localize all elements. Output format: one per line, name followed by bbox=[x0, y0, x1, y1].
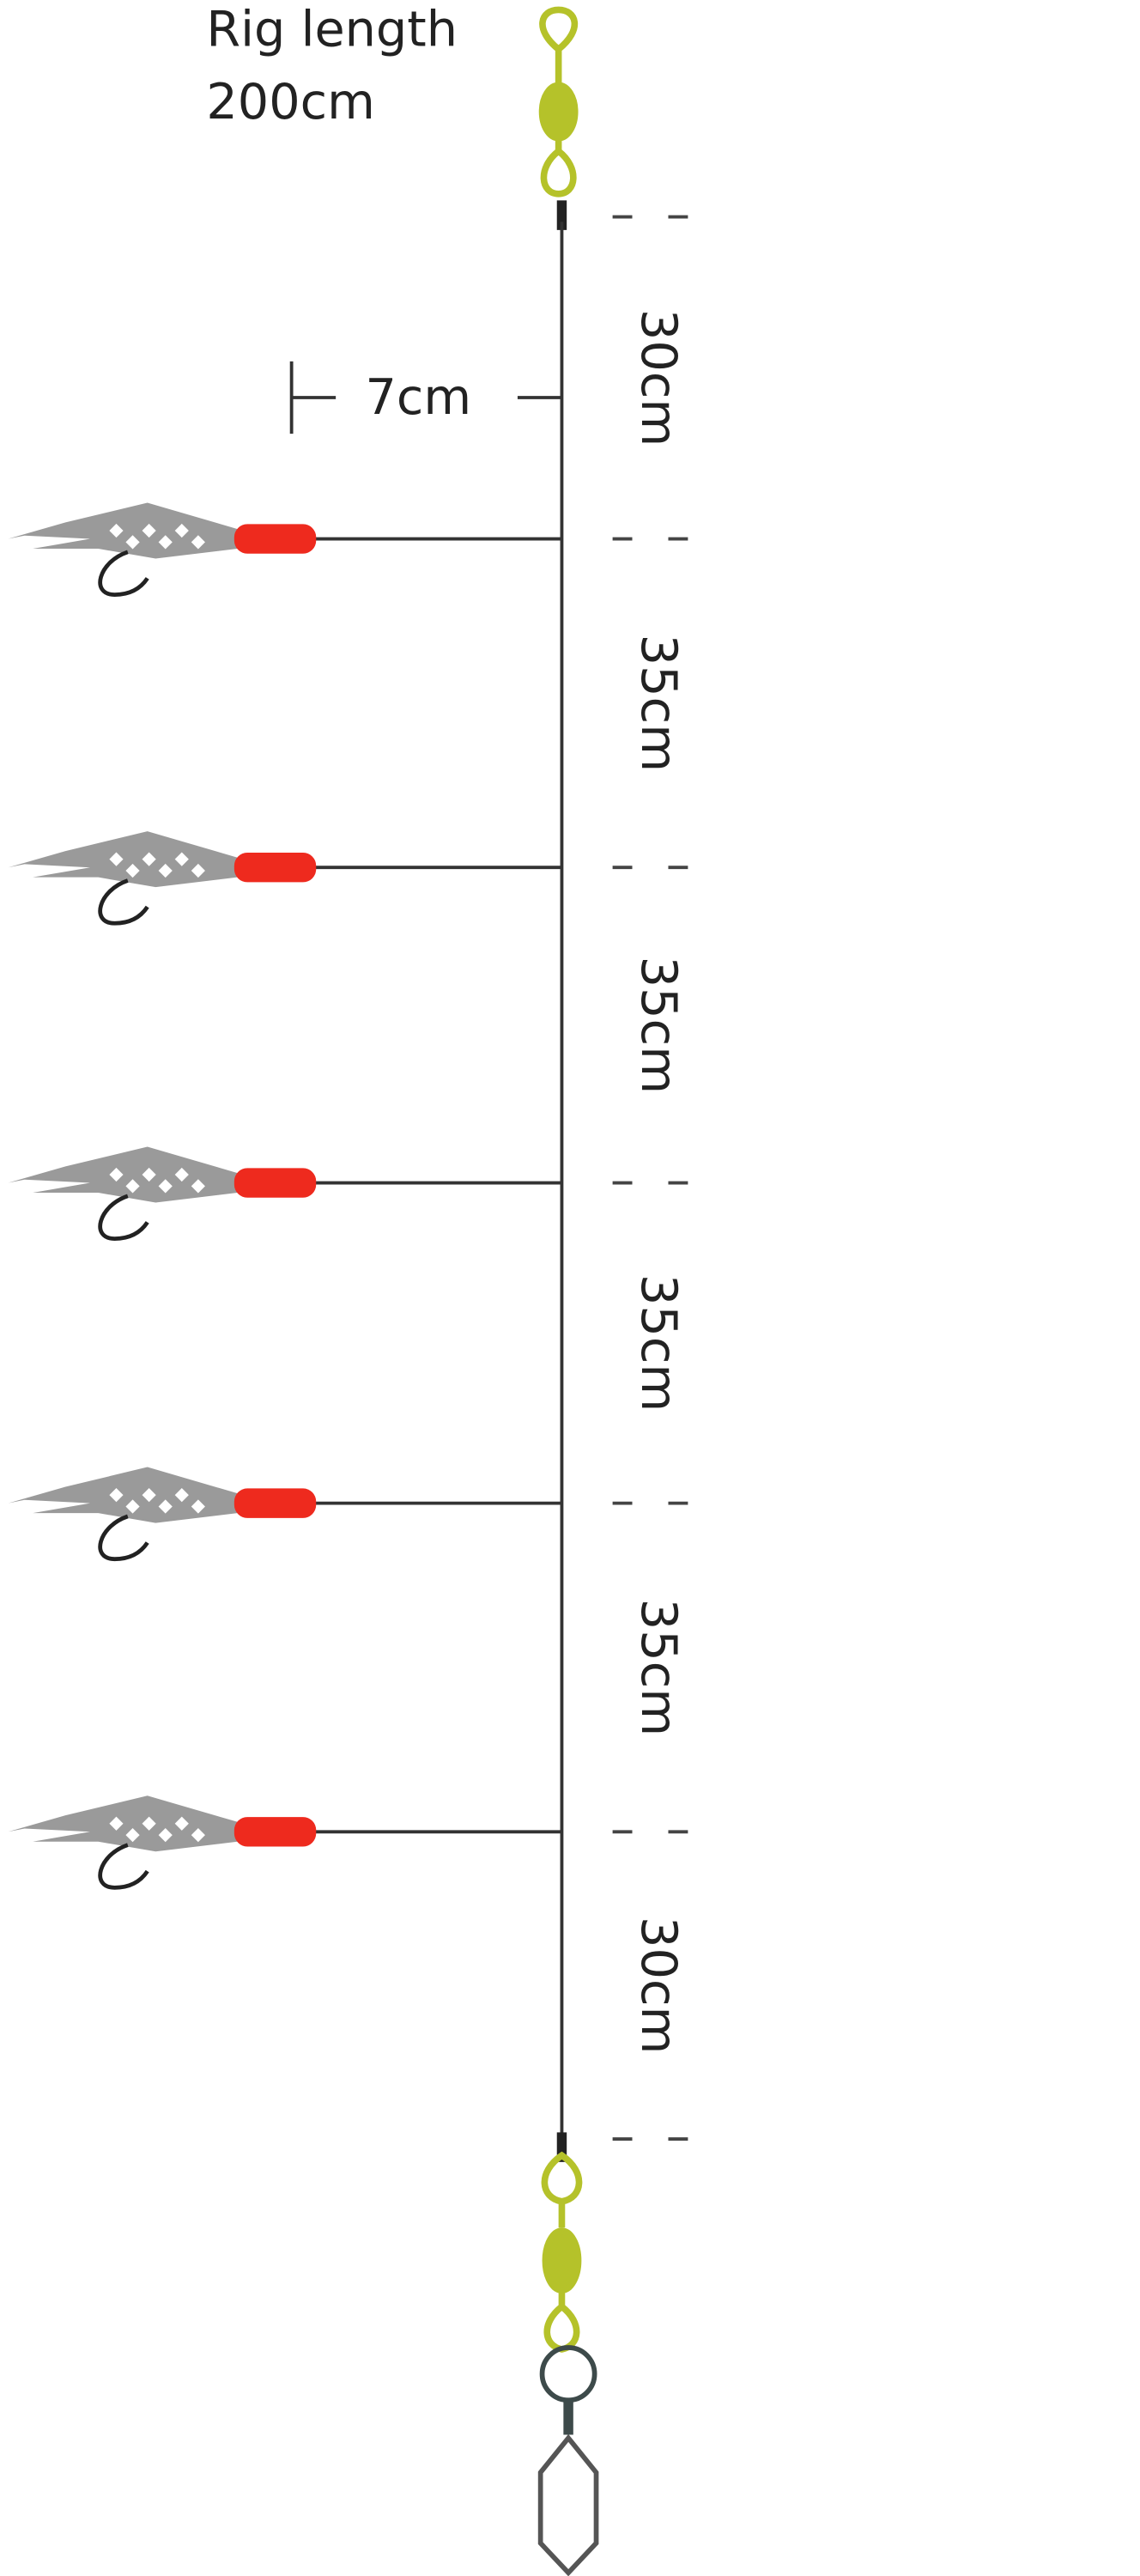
title-length: 200cm bbox=[206, 73, 374, 131]
hook bbox=[98, 1194, 149, 1241]
top-swivel bbox=[538, 6, 579, 197]
hook bbox=[98, 878, 149, 926]
hook bbox=[98, 550, 149, 597]
bead bbox=[233, 852, 317, 883]
segment-length: 35cm bbox=[630, 635, 688, 772]
hook bbox=[98, 1843, 149, 1890]
segment-length: 35cm bbox=[630, 1599, 688, 1736]
dropper bbox=[8, 1795, 562, 1890]
dropper bbox=[8, 1146, 562, 1241]
title-line: Rig length bbox=[206, 0, 458, 58]
bead bbox=[233, 1168, 317, 1198]
bead bbox=[233, 1817, 317, 1847]
dropper bbox=[8, 831, 562, 926]
bead bbox=[233, 1488, 317, 1518]
dropper bbox=[8, 502, 562, 597]
rig-parts: 30cm 35cm 35cm 35cm 35cm 30cm bbox=[8, 215, 688, 2141]
segment-length: 30cm bbox=[630, 309, 688, 447]
dropper-length: 7cm bbox=[365, 368, 471, 426]
segment-length: 35cm bbox=[630, 957, 688, 1094]
hook bbox=[98, 1514, 149, 1562]
dropper bbox=[8, 1467, 562, 1562]
snap bbox=[537, 2345, 599, 2576]
segment-length: 35cm bbox=[630, 1274, 688, 1412]
bottom-swivel bbox=[541, 2151, 583, 2353]
bead bbox=[233, 524, 317, 554]
segment-length: 30cm bbox=[630, 1917, 688, 2054]
